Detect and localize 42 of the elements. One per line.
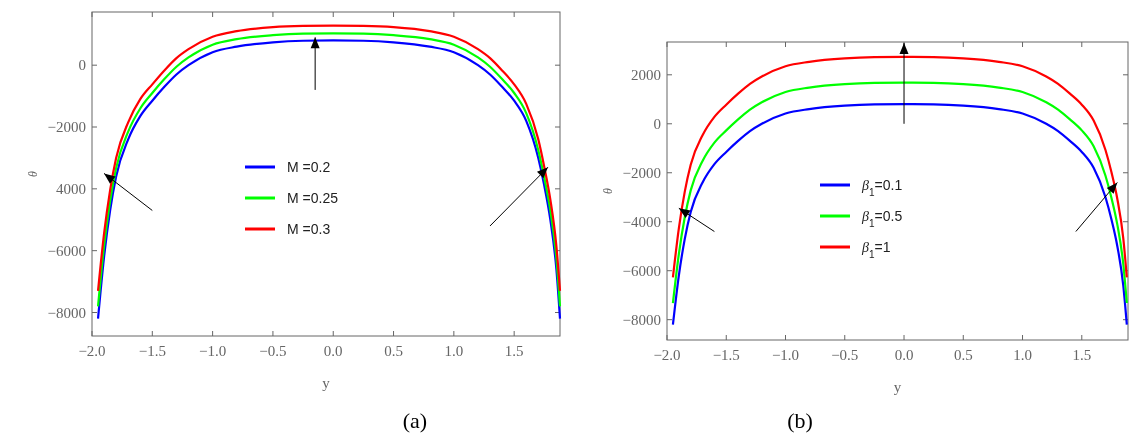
legend-label: M =0.25 — [287, 190, 339, 206]
y-tick-label: −8000 — [47, 304, 86, 321]
legend-label: M =0.3 — [287, 221, 331, 237]
legend-label: β$_{1}$=1 — [861, 239, 891, 260]
legend-label: M =0.2 — [287, 159, 331, 175]
line-series — [671, 103, 1128, 326]
legend-label: β$_{1}$=0.5 — [861, 208, 903, 229]
line-series — [671, 81, 1128, 305]
x-tick-label: 0.5 — [384, 343, 403, 359]
y-tick-label: 4000 — [56, 180, 86, 197]
y-tick-label: −6000 — [622, 262, 661, 279]
y-tick-label: −8000 — [622, 311, 661, 328]
x-tick-label: 1.0 — [1013, 347, 1032, 363]
x-tick-label: 0.0 — [323, 343, 343, 359]
x-tick-label: 1.5 — [504, 343, 524, 359]
y-tick-label: −6000 — [47, 242, 86, 259]
x-axis-title: y — [322, 375, 331, 391]
text: (b) — [787, 408, 813, 433]
x-tick-label: −2.0 — [653, 347, 681, 363]
x-axis-title: y — [893, 379, 902, 395]
text: (a) — [402, 408, 428, 433]
x-tick-label: 1.5 — [1072, 347, 1092, 363]
y-tick-label: 0 — [653, 115, 661, 132]
x-tick-label: −1.5 — [712, 347, 740, 363]
y-tick-label: −4000 — [622, 213, 661, 230]
x-tick-label: −1.5 — [138, 343, 166, 359]
y-tick-label: −2000 — [47, 119, 86, 136]
x-tick-label: −2.0 — [78, 343, 106, 359]
x-tick-label: −0.5 — [831, 347, 859, 363]
x-tick-label: 1.0 — [444, 343, 464, 359]
legend-label: β$_{1}$=0.1 — [861, 177, 903, 198]
y-tick-label: −2000 — [622, 164, 661, 181]
x-tick-label: 0.0 — [894, 347, 914, 363]
line-series — [671, 55, 1128, 279]
y-tick-label: 2000 — [631, 66, 661, 83]
x-tick-label: −0.5 — [259, 343, 287, 359]
x-tick-label: −1.0 — [199, 343, 227, 359]
y-axis-title: θ — [601, 187, 615, 194]
y-axis-title: θ — [26, 170, 40, 177]
y-tick-label: 0 — [78, 57, 86, 74]
x-tick-label: 0.5 — [953, 347, 973, 363]
x-tick-label: −1.0 — [771, 347, 800, 363]
